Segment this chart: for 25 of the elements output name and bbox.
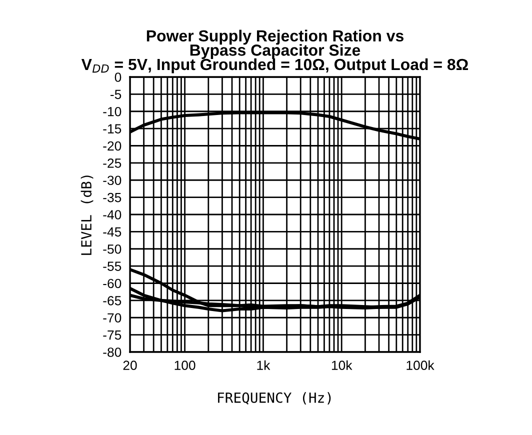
y-tick-label: 0 bbox=[114, 72, 122, 82]
x-tick-label: 20 bbox=[123, 360, 137, 370]
y-tick-label: -5 bbox=[110, 90, 122, 100]
y-tick-label: -65 bbox=[103, 296, 122, 306]
y-tick-label: -80 bbox=[103, 348, 122, 357]
x-axis-title: FREQUENCY (Hz) bbox=[218, 392, 331, 405]
y-tick-label: -50 bbox=[103, 244, 122, 254]
chart-title: Power Supply Rejection Ration vs Bypass Capacitor Size V$_{DD}$ = 5V, Input Grounded = 10Ω, Output Load = 8Ω bbox=[81, 30, 468, 74]
y-tick-label: -75 bbox=[103, 330, 122, 340]
y-tick-label: -35 bbox=[103, 192, 122, 202]
x-tick-label: 1k bbox=[257, 360, 270, 370]
y-tick-label: -45 bbox=[103, 227, 122, 237]
y-tick-label: -70 bbox=[103, 313, 122, 323]
y-tick-label: -55 bbox=[103, 262, 122, 271]
y-tick-label: -10 bbox=[103, 106, 122, 116]
y-tick-label: -40 bbox=[103, 210, 122, 220]
x-tick-label: 100k bbox=[406, 360, 434, 370]
y-tick-label: -20 bbox=[103, 141, 122, 151]
y-axis-title: LEVEL (dB) bbox=[80, 176, 94, 255]
x-tick-label: 10k bbox=[332, 360, 352, 370]
y-tick-label: -30 bbox=[103, 176, 122, 186]
x-tick-label: 100 bbox=[174, 360, 196, 370]
y-tick-label: -25 bbox=[103, 158, 122, 168]
y-tick-label: -60 bbox=[103, 278, 122, 288]
y-tick-label: -15 bbox=[103, 124, 122, 134]
